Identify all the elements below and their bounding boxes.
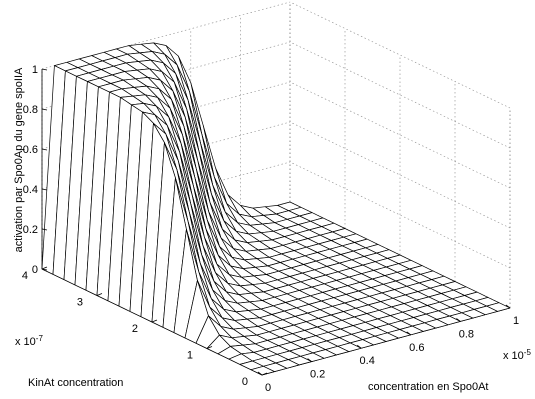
y-tick-label: 4: [22, 270, 28, 282]
x-multiplier-exponent: -5: [524, 348, 532, 357]
y-tick-mark: [206, 346, 213, 349]
x-tick-mark: [307, 358, 312, 362]
z-tick-label: 0.8: [23, 104, 38, 116]
x-tick-label: 0.2: [310, 369, 325, 381]
y-multiplier-base: x 10: [15, 336, 36, 348]
y-tick-label: 0: [242, 376, 248, 388]
y-axis-label: KinAt concentration: [28, 377, 123, 389]
z-gridline: [289, 81, 511, 189]
x-tick-label: 0.6: [409, 342, 424, 354]
z-tick-mark: [41, 108, 48, 111]
z-gridline: [289, 121, 511, 229]
z-tick-mark: [41, 268, 48, 271]
x-tick-label: 1: [513, 315, 519, 327]
z-tick-label: 1: [32, 64, 38, 76]
z-gridline: [41, 1, 291, 70]
z-tick-mark: [41, 228, 48, 231]
z-gridline: [289, 1, 511, 109]
x-tick-mark: [257, 371, 263, 376]
y-tick-mark: [41, 266, 48, 270]
y-tick-mark: [96, 293, 103, 296]
svg-text:x 10-7: x 10-7: [15, 334, 43, 348]
y-axis-multiplier: x 10-7: [15, 334, 43, 348]
x-tick-mark: [406, 331, 412, 336]
x-tick-label: 0: [265, 382, 271, 394]
x-tick-label: 0.8: [459, 328, 474, 340]
y-tick-label: 3: [77, 297, 83, 309]
surface-mesh: [41, 42, 511, 376]
x-tick-mark: [456, 318, 461, 322]
z-tick-label: 0.2: [23, 224, 38, 236]
z-tick-label: 0.6: [23, 144, 38, 156]
x-tick-mark: [505, 304, 511, 309]
surface-facet: [250, 365, 275, 376]
x-multiplier-base: x 10: [503, 350, 524, 362]
z-tick-label: 0: [32, 264, 38, 276]
z-tick-label: 0.4: [23, 184, 38, 196]
y-tick-label: 2: [132, 323, 138, 335]
svg-text:x 10-5: x 10-5: [503, 348, 531, 362]
z-gridline: [289, 161, 511, 269]
x-tick-mark: [356, 344, 362, 349]
z-tick-mark: [41, 68, 48, 71]
z-axis-label: activation par Spo0Ap du gene spoIIA: [13, 67, 25, 252]
x-axis-multiplier: x 10-5: [503, 348, 531, 362]
x-axis-label: concentration en Spo0At: [368, 381, 488, 393]
y-tick-label: 1: [187, 350, 193, 362]
y-tick-mark: [261, 372, 268, 376]
x-tick-label: 0.4: [360, 355, 375, 367]
tick-labels: 0 0.2 0.4 0.6 0.8 1 0 0.2 0.4 0.6 0.8 1 0 1 2 3 4: [22, 64, 519, 394]
z-gridline: [289, 41, 511, 149]
y-tick-mark: [151, 319, 158, 323]
y-multiplier-exponent: -7: [36, 334, 44, 343]
z-tick-mark: [41, 148, 48, 151]
z-tick-mark: [41, 188, 48, 191]
